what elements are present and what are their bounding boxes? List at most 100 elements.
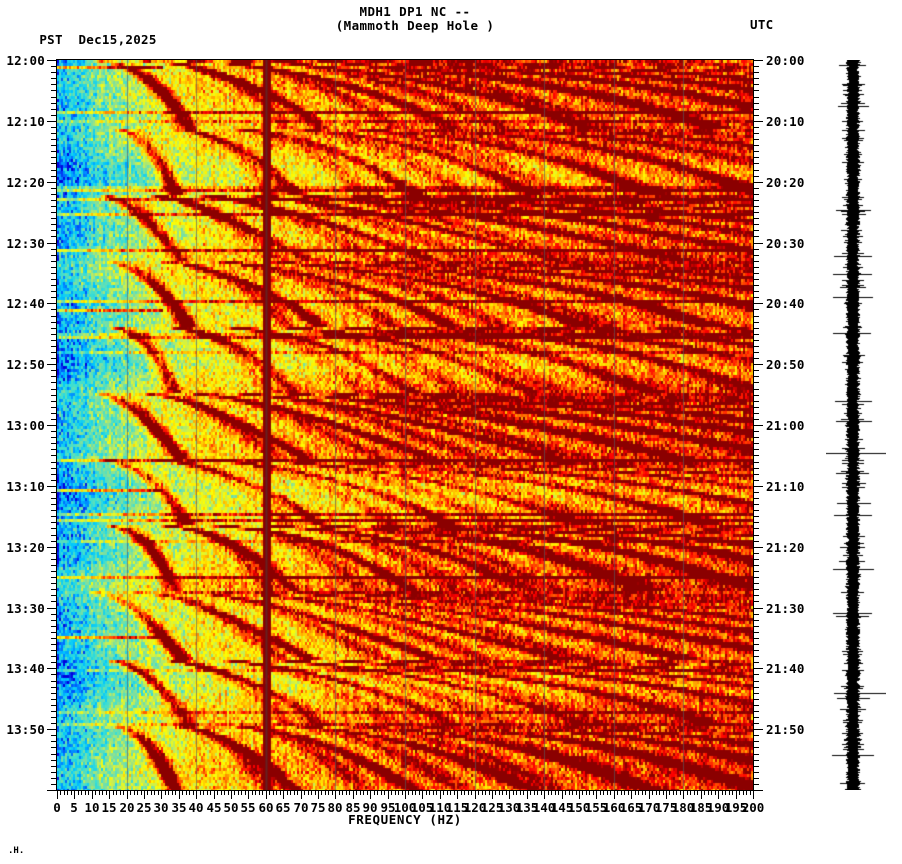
time-tick-left (51, 157, 56, 158)
frequency-tick (182, 791, 183, 795)
frequency-tick (346, 791, 347, 795)
time-tick-left (51, 662, 56, 663)
time-label-right: 21:30 (766, 601, 805, 616)
frequency-tick (628, 791, 629, 795)
station-name: (Mammoth Deep Hole ) (335, 18, 495, 33)
time-tick-right (754, 261, 759, 262)
time-tick-left (51, 778, 56, 779)
time-tick-left (51, 90, 56, 91)
frequency-tick (196, 791, 197, 799)
time-tick-left (51, 784, 56, 785)
frequency-tick (729, 791, 730, 795)
frequency-tick (697, 791, 698, 795)
time-tick-right (754, 133, 759, 134)
time-tick-left (51, 103, 56, 104)
frequency-tick (461, 791, 462, 795)
time-tick-left (51, 236, 56, 237)
frequency-label: 95 (380, 800, 396, 815)
time-tick-right (754, 389, 759, 390)
frequency-tick (527, 791, 528, 799)
frequency-tick (683, 791, 684, 799)
time-tick-left (51, 687, 56, 688)
frequency-label: 30 (153, 800, 169, 815)
time-label-right: 20:30 (766, 236, 805, 251)
time-tick-left (51, 571, 56, 572)
frequency-label: 175 (654, 800, 678, 815)
frequency-tick (238, 791, 239, 795)
frequency-label: 105 (410, 800, 434, 815)
frequency-tick (579, 791, 580, 799)
time-tick-left (51, 522, 56, 523)
time-label-right: 21:00 (766, 418, 805, 433)
seismogram-trace-panel[interactable] (826, 60, 886, 790)
time-tick-right (754, 608, 763, 609)
time-tick-right (754, 370, 759, 371)
time-tick-left (51, 84, 56, 85)
time-tick-right (754, 535, 759, 536)
time-tick-right (754, 486, 763, 487)
frequency-tick (551, 791, 552, 795)
time-tick-left (51, 717, 56, 718)
frequency-label: 115 (445, 800, 469, 815)
frequency-label: 5 (70, 800, 78, 815)
frequency-tick (711, 791, 712, 795)
frequency-tick (562, 791, 563, 799)
frequency-tick (624, 791, 625, 795)
spectrogram-plot[interactable] (57, 60, 753, 790)
time-tick-left (47, 486, 56, 487)
time-axis-left (56, 60, 57, 791)
time-tick-right (754, 273, 759, 274)
time-tick-left (51, 115, 56, 116)
frequency-tick (603, 791, 604, 795)
frequency-tick (454, 791, 455, 795)
time-tick-right (754, 303, 763, 304)
time-tick-left (51, 328, 56, 329)
frequency-tick (144, 791, 145, 799)
frequency-tick (593, 791, 594, 795)
time-tick-left (51, 309, 56, 310)
frequency-tick (631, 791, 632, 799)
frequency-tick (523, 791, 524, 795)
frequency-tick (548, 791, 549, 795)
time-tick-right (754, 662, 759, 663)
time-tick-right (754, 571, 759, 572)
time-tick-right (754, 151, 759, 152)
frequency-label: 200 (741, 800, 765, 815)
frequency-tick (151, 791, 152, 795)
time-tick-left (51, 516, 56, 517)
time-tick-right (754, 577, 759, 578)
time-tick-left (51, 163, 56, 164)
time-label-right: 20:10 (766, 114, 805, 129)
frequency-tick (102, 791, 103, 795)
frequency-tick (203, 791, 204, 795)
time-tick-left (51, 78, 56, 79)
time-tick-right (754, 492, 759, 493)
frequency-tick (395, 791, 396, 795)
frequency-label: 170 (637, 800, 661, 815)
time-tick-right (754, 401, 759, 402)
time-tick-right (754, 760, 759, 761)
frequency-tick (335, 791, 336, 799)
frequency-label: 80 (327, 800, 343, 815)
frequency-tick (106, 791, 107, 795)
frequency-tick (708, 791, 709, 795)
time-tick-right (754, 741, 759, 742)
frequency-tick (617, 791, 618, 795)
frequency-tick (57, 791, 58, 799)
frequency-tick (356, 791, 357, 795)
frequency-tick (141, 791, 142, 795)
time-tick-right (754, 735, 759, 736)
time-tick-right (754, 522, 759, 523)
frequency-tick (381, 791, 382, 795)
frequency-tick (367, 791, 368, 795)
frequency-label: 185 (689, 800, 713, 815)
time-tick-left (51, 109, 56, 110)
frequency-tick (600, 791, 601, 795)
frequency-tick (558, 791, 559, 795)
spectrogram-canvas (57, 60, 753, 790)
time-tick-left (51, 395, 56, 396)
frequency-label: 55 (240, 800, 256, 815)
frequency-label: 40 (188, 800, 204, 815)
frequency-tick (158, 791, 159, 795)
time-tick-left (51, 601, 56, 602)
